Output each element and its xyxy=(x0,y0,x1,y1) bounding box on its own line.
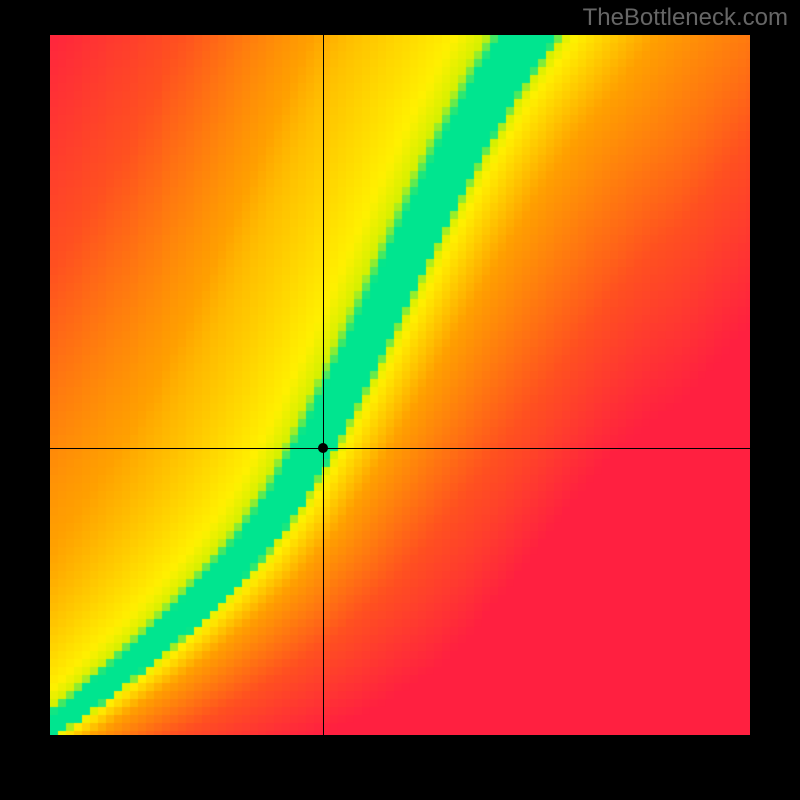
crosshair-vertical xyxy=(323,35,324,735)
watermark-label: TheBottleneck.com xyxy=(583,4,788,32)
crosshair-horizontal xyxy=(50,448,750,449)
heatmap-plot xyxy=(50,35,750,735)
marker-point xyxy=(318,443,328,453)
heatmap-canvas xyxy=(50,35,750,735)
